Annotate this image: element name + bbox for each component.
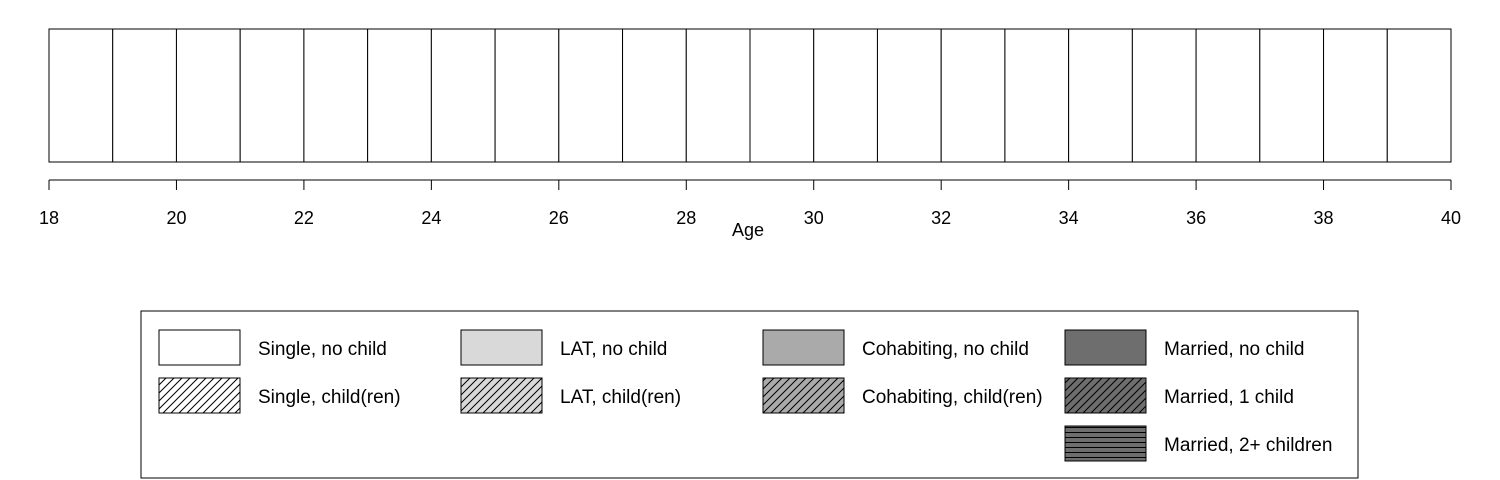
x-tick-label: 30 bbox=[804, 208, 824, 228]
sequence-cell bbox=[1195, 28, 1261, 163]
legend-swatch-pattern bbox=[1064, 377, 1147, 414]
sequence-cell bbox=[1259, 28, 1325, 163]
sequence-cell bbox=[494, 28, 560, 163]
legend-label: LAT, no child bbox=[560, 339, 667, 360]
x-tick-label: 34 bbox=[1059, 208, 1079, 228]
legend-label: Married, 2+ children bbox=[1164, 435, 1332, 456]
legend-label: Married, 1 child bbox=[1164, 387, 1294, 408]
legend-label: Single, child(ren) bbox=[258, 387, 401, 408]
sequence-cell bbox=[303, 28, 369, 163]
sequence-cell bbox=[685, 28, 751, 163]
x-tick-label: 24 bbox=[421, 208, 441, 228]
x-tick-label: 32 bbox=[931, 208, 951, 228]
x-tick-label: 36 bbox=[1186, 208, 1206, 228]
legend-swatch-pattern bbox=[460, 377, 543, 414]
sequence-cell bbox=[112, 28, 177, 163]
legend-label: LAT, child(ren) bbox=[560, 387, 681, 408]
sequence-bar bbox=[48, 28, 1452, 163]
legend-frame bbox=[140, 310, 1359, 479]
x-tick-label: 38 bbox=[1314, 208, 1334, 228]
sequence-cell bbox=[940, 28, 1006, 163]
x-tick-label: 22 bbox=[294, 208, 314, 228]
sequence-cell bbox=[1131, 28, 1197, 163]
sequence-cell bbox=[1386, 28, 1452, 163]
sequence-cell bbox=[749, 28, 815, 163]
sequence-cell bbox=[367, 28, 432, 163]
legend-swatch-pattern bbox=[762, 377, 845, 414]
x-tick-label: 18 bbox=[39, 208, 59, 228]
sequence-cell bbox=[1004, 28, 1070, 163]
x-axis-title: Age bbox=[732, 220, 764, 240]
x-tick-label: 20 bbox=[166, 208, 186, 228]
legend-swatch bbox=[762, 329, 845, 366]
sequence-cell bbox=[1068, 28, 1133, 163]
x-tick-label: 40 bbox=[1441, 208, 1461, 228]
legend-label: Single, no child bbox=[258, 339, 387, 360]
sequence-cell bbox=[48, 28, 114, 163]
legend-label: Cohabiting, child(ren) bbox=[862, 387, 1043, 408]
sequence-cell bbox=[622, 28, 687, 163]
legend-swatch-pattern bbox=[158, 377, 241, 414]
sequence-cell bbox=[239, 28, 305, 163]
legend-label: Married, no child bbox=[1164, 339, 1304, 360]
sequence-cell bbox=[558, 28, 624, 163]
legend-swatch bbox=[158, 329, 241, 366]
sequence-cell bbox=[1323, 28, 1388, 163]
legend-swatch bbox=[460, 329, 543, 366]
x-axis: 18 20 22 24 26 28 30 32 34 36 38 40 bbox=[39, 179, 1461, 228]
sequence-cell bbox=[175, 28, 241, 163]
legend: Single, no child Single, child(ren) LAT, n… bbox=[140, 310, 1359, 479]
legend-label: Cohabiting, no child bbox=[862, 339, 1029, 360]
sequence-cell bbox=[876, 28, 942, 163]
sequence-cell bbox=[430, 28, 496, 163]
legend-swatch bbox=[1064, 329, 1147, 366]
legend-swatch-pattern bbox=[1064, 425, 1147, 462]
x-tick-label: 28 bbox=[676, 208, 696, 228]
x-tick-label: 26 bbox=[549, 208, 569, 228]
sequence-cell bbox=[813, 28, 878, 163]
